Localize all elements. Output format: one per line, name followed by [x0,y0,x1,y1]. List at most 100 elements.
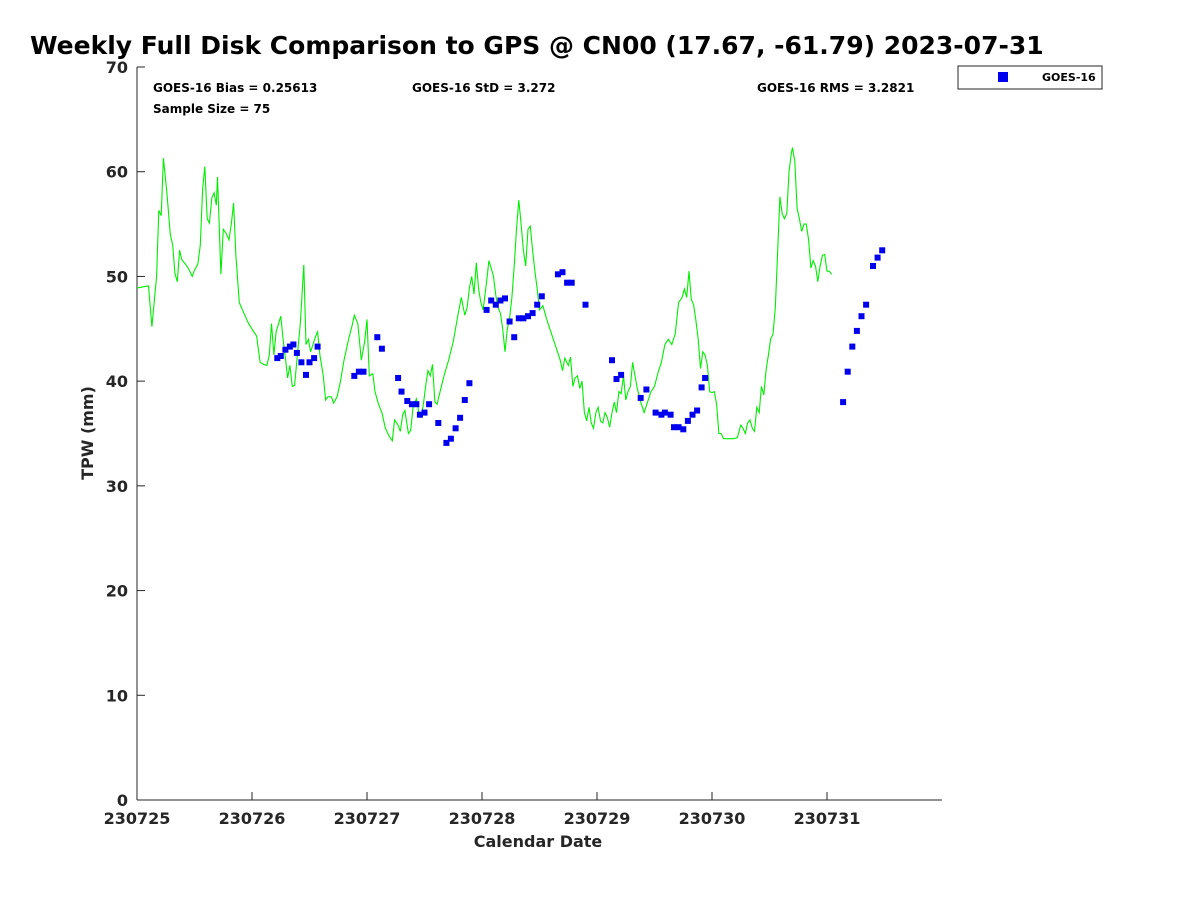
x-axis-label: Calendar Date [474,832,603,851]
goes16-point [874,254,881,261]
rms-stat: GOES-16 RMS = 3.2821 [757,81,914,95]
goes16-point [667,411,674,418]
legend-box [957,65,1103,90]
goes16-point [840,399,847,406]
goes16-point [680,426,687,433]
goes16-point [277,353,284,359]
y-tick-label: 50 [106,267,128,286]
goes16-point [360,368,367,375]
goes16-point [618,371,625,378]
goes16-point [515,315,522,322]
goes16-point [426,401,433,408]
goes16-point [534,301,541,308]
goes16-point [274,355,281,362]
goes16-point [689,411,696,418]
gps-series [136,147,833,443]
goes16-point [492,301,499,308]
goes16-point [293,349,300,356]
goes16-point [466,380,473,387]
goes16-point [511,334,518,341]
goes16-point [408,401,415,408]
y-tick-label: 10 [106,686,128,705]
y-tick-label: 0 [117,791,128,810]
goes16-point [282,346,289,353]
goes16-point [447,435,454,442]
goes16-point [643,386,650,393]
std-stat: GOES-16 StD = 3.272 [412,81,555,95]
goes16-point [675,424,682,431]
x-tick-label: 230727 [334,809,401,828]
goes16-point [303,371,309,378]
goes16-point [564,279,571,286]
y-tick-label: 40 [106,372,128,391]
goes16-point [863,301,870,308]
y-tick-label: 20 [106,582,128,601]
y-tick-label: 30 [106,477,128,496]
goes16-point [559,269,566,276]
goes16-point [684,417,691,424]
gps-line [136,147,833,443]
legend-marker-goes16 [998,72,1008,82]
x-tick-label: 230729 [564,809,631,828]
goes16-point [502,295,508,302]
goes16-point [538,293,545,300]
goes16-point [290,341,297,348]
goes16-point [457,414,464,421]
goes16-point [413,401,420,408]
goes16-point [306,359,313,366]
goes16-point [652,409,659,416]
goes16-point [609,357,615,364]
y-ticks: 0 10 20 30 40 50 60 70 [106,58,145,810]
goes16-point [525,313,531,320]
goes16-point [506,318,513,325]
goes16-point [853,327,860,334]
goes16-point [286,343,293,350]
goes16-series [274,247,886,446]
y-tick-label: 70 [106,58,128,77]
y-tick-label: 60 [106,163,128,182]
goes16-point [435,420,442,426]
goes16-point [421,409,428,416]
x-ticks: 230725 230726 230727 230728 230729 230730 2307… [104,792,861,828]
sample-size-stat: Sample Size = 75 [153,102,270,116]
goes16-point [529,310,536,317]
goes16-point [661,409,668,416]
goes16-point [483,306,490,313]
x-tick-label: 230728 [449,809,516,828]
goes16-point [298,359,305,366]
goes16-point [497,297,504,304]
goes16-point [395,375,402,381]
legend-label-goes16: GOES-16 [1042,71,1096,84]
x-tick-label: 230725 [104,809,171,828]
goes16-point [870,263,876,269]
goes16-point [314,343,321,350]
goes16-point [488,297,495,304]
goes16-point [554,271,561,278]
goes16-point [582,301,589,308]
x-tick-label: 230730 [679,809,746,828]
goes16-point [443,439,450,446]
bias-stat: GOES-16 Bias = 0.25613 [153,81,317,95]
goes16-point [311,355,318,362]
goes16-point [378,345,385,352]
goes16-point [452,425,459,432]
goes16-point [671,424,677,431]
legend: GOES-16 [957,65,1103,90]
goes16-point [374,334,381,341]
goes16-point [416,411,423,418]
goes16-point [844,368,851,375]
plot-axes [136,67,942,801]
x-tick-label: 230731 [794,809,861,828]
goes16-point [698,384,705,391]
goes16-point [858,313,865,320]
goes16-point [461,397,468,403]
goes16-point [849,343,856,350]
goes16-point [568,279,575,286]
goes16-point [694,407,701,414]
goes16-point [658,411,665,418]
goes16-point [398,388,405,395]
goes16-point [404,398,411,404]
x-tick-label: 230726 [219,809,286,828]
